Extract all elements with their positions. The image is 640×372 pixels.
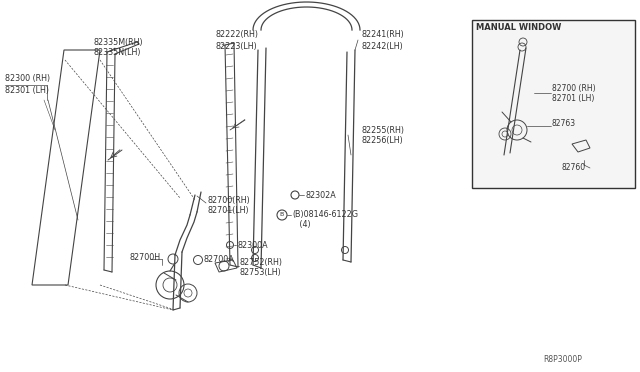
Text: 82700(RH): 82700(RH): [207, 196, 250, 205]
Text: 82700A: 82700A: [204, 256, 235, 264]
Text: 82301 (LH): 82301 (LH): [5, 86, 49, 94]
Text: 82335N(LH): 82335N(LH): [93, 48, 141, 58]
Text: 82701(LH): 82701(LH): [207, 206, 248, 215]
Text: 82700 (RH): 82700 (RH): [552, 83, 596, 93]
Text: 82256(LH): 82256(LH): [362, 137, 404, 145]
Text: 82300A: 82300A: [237, 241, 268, 250]
Text: 82752(RH): 82752(RH): [240, 257, 283, 266]
Text: 82753(LH): 82753(LH): [240, 267, 282, 276]
Text: 82700H: 82700H: [130, 253, 161, 262]
Text: 82760: 82760: [562, 164, 586, 173]
Text: B: B: [280, 212, 284, 218]
Text: (4): (4): [292, 221, 310, 230]
Text: R8P3000P: R8P3000P: [543, 355, 582, 364]
Text: 82300 (RH): 82300 (RH): [5, 74, 50, 83]
Text: 82255(RH): 82255(RH): [362, 125, 405, 135]
Text: 82223(LH): 82223(LH): [215, 42, 257, 51]
Text: 82701 (LH): 82701 (LH): [552, 93, 595, 103]
Text: (B)08146-6122G: (B)08146-6122G: [292, 211, 358, 219]
Text: 82241(RH): 82241(RH): [362, 31, 404, 39]
Text: 82335M(RH): 82335M(RH): [93, 38, 143, 46]
Text: 82222(RH): 82222(RH): [215, 31, 258, 39]
Text: 82302A: 82302A: [305, 190, 336, 199]
Bar: [472, 20, 635, 188]
Text: 82763: 82763: [552, 119, 576, 128]
Text: 82242(LH): 82242(LH): [362, 42, 404, 51]
Text: MANUAL WINDOW: MANUAL WINDOW: [476, 23, 561, 32]
